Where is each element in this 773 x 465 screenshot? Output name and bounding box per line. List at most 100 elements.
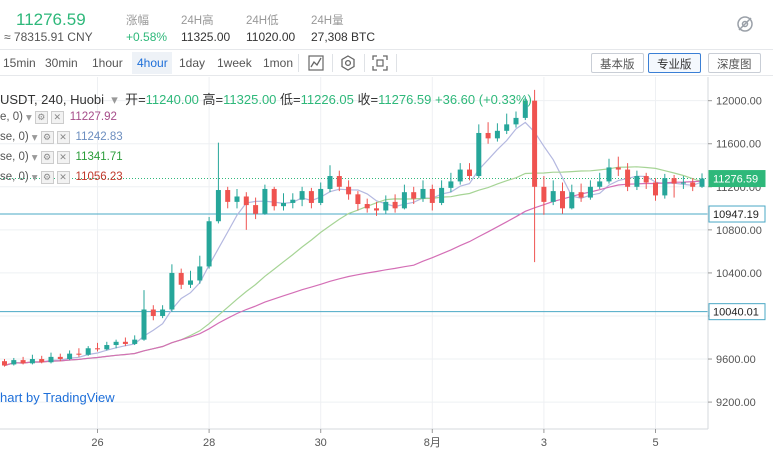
close-icon[interactable]: ✕ (56, 150, 70, 164)
y-tick-label: 10400.00 (716, 268, 762, 280)
chevron-down-icon[interactable]: ▾ (31, 132, 38, 144)
chevron-down-icon[interactable]: ▾ (26, 112, 32, 124)
candle-body (569, 192, 575, 209)
gear-icon[interactable]: ⚙ (40, 150, 54, 164)
candle-body (299, 191, 305, 200)
cny-price: ≈ 78315.91 CNY (4, 30, 93, 44)
candle (541, 176, 547, 215)
candle-body (308, 191, 314, 203)
candle (383, 195, 389, 214)
y-tick-label: 10800.00 (716, 225, 762, 237)
price-tags: 11276.59 10947.19 10040.01 (708, 170, 766, 321)
fullscreen-icon[interactable] (370, 53, 390, 73)
ma-5-line (4, 121, 703, 367)
candle (485, 122, 491, 144)
market-stats-bar: 11276.59 ≈ 78315.91 CNY 涨幅 +0.58% 24H高 1… (0, 0, 773, 50)
last-price-tag: 11276.59 (708, 170, 766, 188)
close-icon[interactable]: ✕ (56, 130, 70, 144)
candle (597, 172, 603, 189)
candle (150, 305, 156, 321)
candle-body (504, 124, 510, 131)
x-tick-label: 28 (203, 437, 215, 449)
active-timeframe-highlight (132, 52, 172, 74)
candle-body (234, 196, 240, 202)
moving-averages (4, 121, 703, 367)
timeframe-15min[interactable]: 15min (3, 56, 36, 70)
indicator-row: se, 0) ▾ ⚙ ✕ 11056.23 (0, 170, 123, 184)
chevron-down-icon[interactable]: ▾ (31, 152, 38, 164)
close-icon[interactable]: ✕ (56, 170, 70, 184)
gear-icon[interactable]: ⚙ (40, 130, 54, 144)
candle-body (541, 186, 547, 202)
candle-body (448, 181, 454, 188)
candle-body (197, 266, 203, 281)
y-tick-label: 11600.00 (716, 139, 761, 151)
candle (374, 201, 379, 216)
view-pro-button[interactable]: 专业版 (648, 53, 701, 73)
candle (122, 337, 128, 347)
timeframe-1hour[interactable]: 1hour (92, 56, 123, 70)
view-basic-button[interactable]: 基本版 (591, 53, 644, 73)
indicator-label: se, 0) (0, 131, 29, 143)
candle-body (550, 191, 556, 202)
x-tick-label: 26 (91, 437, 103, 449)
close-icon[interactable]: ✕ (50, 110, 64, 124)
high-24h-label: 24H高 (181, 15, 214, 27)
change-value: +0.58% (126, 30, 168, 44)
candle (20, 356, 26, 365)
collapse-icon[interactable]: ▾ (107, 92, 122, 107)
gear-icon[interactable]: ⚙ (40, 170, 54, 184)
candle-body (560, 191, 565, 209)
gear-icon[interactable]: ⚙ (34, 110, 48, 124)
candle-body (662, 178, 668, 196)
candle-body (615, 167, 621, 170)
view-depth-button[interactable]: 深度图 (708, 53, 761, 73)
candle (606, 158, 612, 184)
indicator-label: se, 0) (0, 171, 29, 183)
settings-icon[interactable] (338, 53, 358, 73)
candle (653, 178, 658, 201)
candle-body (178, 272, 184, 285)
candle (513, 111, 519, 128)
horizontal-lines (0, 178, 708, 313)
candle-body (597, 181, 603, 187)
high-24h-value: 11325.00 (181, 30, 231, 44)
timeframe-4hour[interactable]: 4hour (137, 56, 168, 70)
low-label: 低= (280, 92, 301, 107)
y-tick-label: 9200.00 (716, 397, 756, 409)
candle (225, 186, 231, 209)
candle (494, 123, 500, 142)
toolbar-divider (332, 54, 333, 72)
low-24h-value: 11020.00 (246, 30, 296, 44)
ma-20-line (4, 166, 703, 367)
candle (690, 178, 696, 192)
candle-body (411, 192, 417, 199)
candles (2, 89, 705, 367)
grid (0, 77, 708, 429)
tradingview-watermark[interactable]: hart by TradingView (0, 390, 115, 405)
candle-body (39, 359, 45, 363)
eye-off-icon[interactable] (735, 14, 755, 34)
timeframe-1mon[interactable]: 1mon (263, 56, 294, 70)
candle (243, 192, 249, 230)
indicator-row: se, 0) ▾ ⚙ ✕ 11341.71 (0, 150, 123, 164)
candle (290, 193, 296, 209)
price-chart[interactable]: 9200.009600.0010000.0010400.0010800.0011… (0, 77, 773, 465)
candle (132, 335, 138, 346)
candle (476, 124, 482, 179)
timeframe-30min[interactable]: 30min (45, 56, 78, 70)
candle-body (476, 132, 482, 177)
candle (560, 182, 565, 214)
timeframe-1day[interactable]: 1day (179, 56, 206, 70)
candle (643, 172, 649, 189)
candle-body (318, 188, 324, 203)
timeframe-1week[interactable]: 1week (217, 56, 252, 70)
chart-type-icon[interactable] (306, 53, 326, 73)
candle (439, 180, 445, 206)
candlestick-chart[interactable]: 9200.009600.0010000.0010400.0010800.0011… (0, 77, 773, 465)
candle (569, 184, 575, 210)
price-axis (708, 77, 773, 465)
candle (308, 187, 314, 209)
candle-body (671, 178, 677, 184)
chevron-down-icon[interactable]: ▾ (31, 172, 38, 184)
